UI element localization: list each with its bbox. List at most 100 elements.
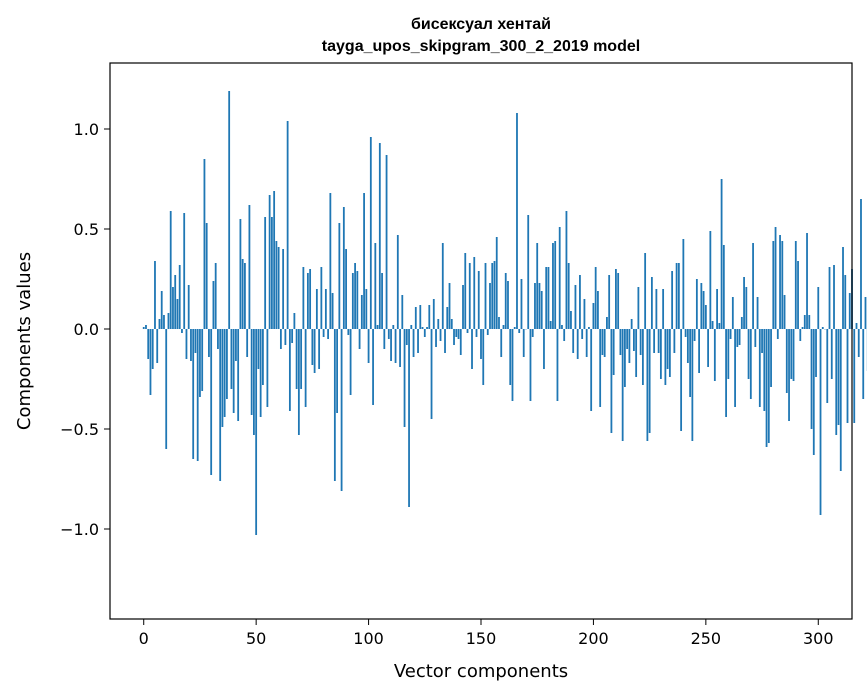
bar bbox=[403, 329, 406, 427]
bar bbox=[482, 329, 485, 385]
bar bbox=[848, 293, 851, 329]
bar bbox=[199, 329, 201, 397]
bar bbox=[318, 329, 321, 369]
bar bbox=[264, 217, 267, 329]
bar bbox=[585, 329, 588, 357]
bar bbox=[327, 329, 329, 339]
bar bbox=[255, 329, 258, 535]
bar bbox=[214, 263, 217, 329]
bar bbox=[356, 271, 359, 329]
bar bbox=[174, 275, 177, 329]
bar bbox=[590, 329, 593, 411]
bar bbox=[502, 325, 505, 329]
bar bbox=[839, 329, 842, 471]
bar bbox=[513, 327, 516, 329]
bar bbox=[217, 329, 219, 349]
bar bbox=[268, 195, 271, 329]
bar bbox=[491, 263, 494, 329]
bar bbox=[297, 329, 300, 435]
bar bbox=[747, 329, 750, 379]
bar bbox=[572, 329, 575, 353]
bar bbox=[749, 329, 752, 399]
bar bbox=[300, 329, 303, 389]
bar bbox=[601, 329, 604, 355]
bar bbox=[815, 329, 817, 377]
bar bbox=[626, 329, 629, 349]
bar bbox=[172, 287, 174, 329]
bar bbox=[336, 329, 338, 413]
bar bbox=[531, 329, 534, 337]
bar bbox=[457, 329, 460, 339]
x-axis-label: Vector components bbox=[394, 661, 568, 682]
bar bbox=[462, 285, 464, 329]
bar bbox=[700, 283, 703, 329]
bar bbox=[520, 279, 523, 329]
bar bbox=[803, 315, 806, 329]
bar bbox=[390, 329, 392, 361]
bar bbox=[608, 275, 611, 329]
bar bbox=[354, 263, 356, 329]
bar bbox=[745, 287, 748, 329]
bar bbox=[475, 329, 478, 337]
bar bbox=[659, 329, 662, 379]
y-axis-ticks: −1.0 −0.5 0.0 0.5 1.0 bbox=[60, 120, 110, 539]
bar bbox=[333, 329, 336, 481]
bar bbox=[381, 273, 383, 329]
bar bbox=[538, 283, 541, 329]
bar bbox=[480, 329, 482, 359]
bar bbox=[437, 319, 440, 329]
bar bbox=[412, 329, 415, 357]
chart-title-line-1: бисексуал хентай bbox=[411, 16, 551, 33]
bar bbox=[675, 263, 678, 329]
bar bbox=[147, 329, 150, 359]
bar bbox=[522, 329, 525, 357]
bar bbox=[790, 329, 793, 379]
bar bbox=[801, 327, 804, 329]
bar bbox=[228, 91, 231, 329]
bar bbox=[401, 295, 404, 329]
bar bbox=[165, 329, 168, 449]
bar bbox=[630, 319, 633, 329]
bar bbox=[657, 329, 660, 353]
bar bbox=[486, 329, 489, 335]
bar bbox=[374, 243, 377, 329]
bar bbox=[410, 325, 413, 329]
bar bbox=[493, 261, 496, 329]
bar bbox=[507, 281, 509, 329]
bar bbox=[698, 329, 700, 373]
bar bbox=[194, 329, 197, 353]
bar bbox=[821, 327, 824, 329]
bar bbox=[671, 271, 674, 329]
bar bbox=[639, 329, 642, 355]
bar bbox=[563, 329, 566, 341]
bar bbox=[466, 329, 469, 333]
bar bbox=[727, 329, 730, 379]
bar bbox=[770, 329, 772, 387]
bar bbox=[169, 211, 172, 329]
bar bbox=[248, 205, 251, 329]
bar bbox=[383, 329, 386, 349]
bar bbox=[178, 265, 181, 329]
bar bbox=[347, 329, 350, 335]
bar bbox=[610, 329, 613, 433]
bar bbox=[855, 323, 858, 329]
bar bbox=[408, 329, 410, 507]
bar bbox=[230, 329, 233, 389]
bar bbox=[235, 329, 237, 361]
bar bbox=[489, 283, 491, 329]
bar bbox=[320, 267, 323, 329]
bar bbox=[500, 329, 503, 357]
bar bbox=[734, 329, 736, 407]
bar bbox=[250, 329, 253, 415]
bar bbox=[819, 329, 822, 515]
bar bbox=[277, 247, 280, 329]
bar bbox=[628, 329, 631, 363]
bar bbox=[378, 143, 381, 329]
bar bbox=[716, 289, 718, 329]
bar bbox=[286, 121, 289, 329]
bar bbox=[504, 273, 507, 329]
bar bbox=[783, 295, 786, 329]
bar bbox=[615, 269, 617, 329]
bar bbox=[720, 179, 723, 329]
bar bbox=[302, 267, 305, 329]
